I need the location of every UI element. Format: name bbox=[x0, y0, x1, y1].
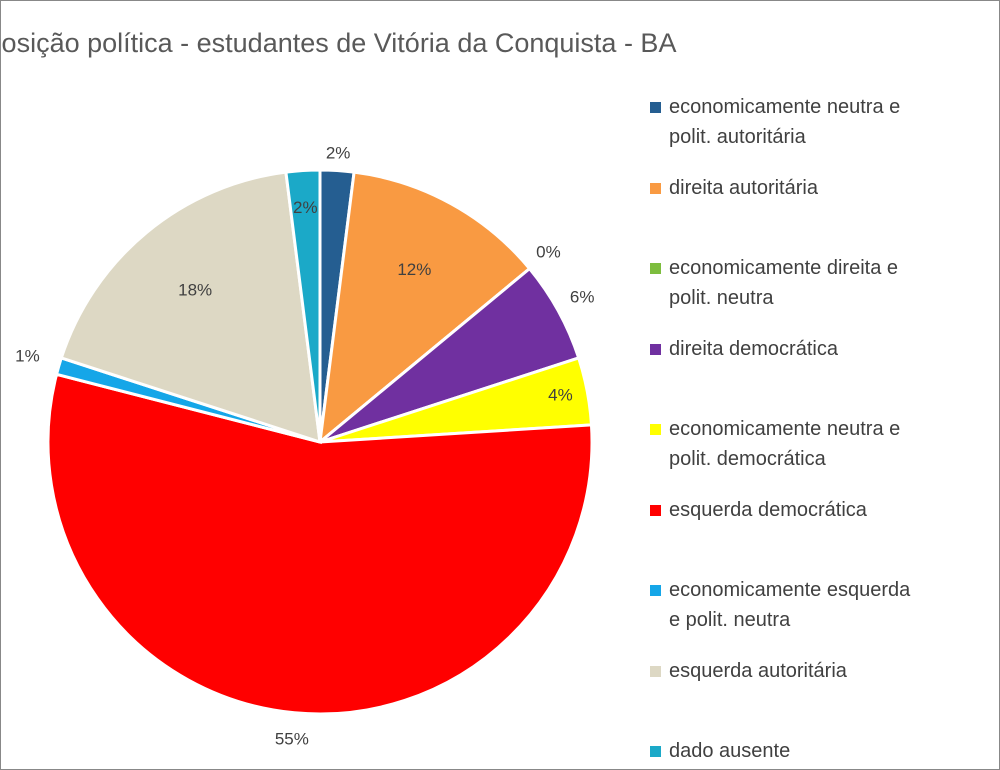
legend-swatch bbox=[650, 343, 661, 355]
legend-label: economicamente esquerda e polit. neutra bbox=[669, 579, 911, 631]
legend-label: dado ausente bbox=[669, 740, 791, 762]
legend-label: economicamente neutra e polit. autoritár… bbox=[669, 96, 901, 148]
data-label: 6% bbox=[570, 287, 595, 306]
legend-swatch bbox=[650, 263, 661, 274]
legend-swatch bbox=[650, 665, 661, 677]
legend-label: direita democrática bbox=[669, 337, 838, 360]
legend-swatch bbox=[650, 746, 661, 757]
chart-title: Posição política - estudantes de Vitória… bbox=[0, 28, 676, 58]
data-label: 4% bbox=[548, 386, 573, 405]
data-label: 1% bbox=[15, 346, 40, 365]
legend-entry: dado ausente bbox=[650, 736, 940, 766]
legend-entry: direita autoritária bbox=[650, 173, 940, 203]
legend-swatch bbox=[650, 504, 661, 516]
legend-entry: economicamente direita e polit. neutra bbox=[650, 253, 940, 313]
legend-entry: economicamente neutra e polit. democráti… bbox=[650, 414, 940, 474]
legend-swatch bbox=[650, 585, 661, 596]
legend-label: direita autoritária bbox=[669, 176, 818, 199]
legend-label: esquerda democrática bbox=[669, 498, 867, 521]
legend-entry: esquerda autoritária bbox=[650, 656, 940, 686]
pie-slice bbox=[284, 168, 322, 443]
legend-entry: economicamente esquerda e polit. neutra bbox=[650, 575, 940, 635]
pie-slice bbox=[46, 372, 594, 716]
data-label: 55% bbox=[275, 729, 309, 748]
legend-label: economicamente direita e polit. neutra bbox=[669, 257, 899, 309]
data-label: 12% bbox=[397, 260, 431, 279]
pie-slice bbox=[59, 170, 322, 445]
legend-entry: esquerda democrática bbox=[650, 495, 940, 525]
data-label: 2% bbox=[293, 198, 318, 217]
legend-entry: direita democrática bbox=[650, 334, 940, 364]
legend-label: economicamente neutra e polit. democráti… bbox=[669, 418, 901, 470]
data-label: 0% bbox=[536, 243, 561, 262]
data-label: 2% bbox=[326, 144, 351, 163]
legend-entry: economicamente neutra e polit. autoritár… bbox=[650, 92, 940, 152]
legend-swatch bbox=[650, 102, 661, 113]
legend-swatch bbox=[650, 182, 661, 194]
legend-label: esquerda autoritária bbox=[669, 659, 847, 682]
legend-swatch bbox=[650, 424, 661, 435]
data-label: 18% bbox=[178, 281, 212, 300]
pie-slice bbox=[318, 170, 532, 446]
